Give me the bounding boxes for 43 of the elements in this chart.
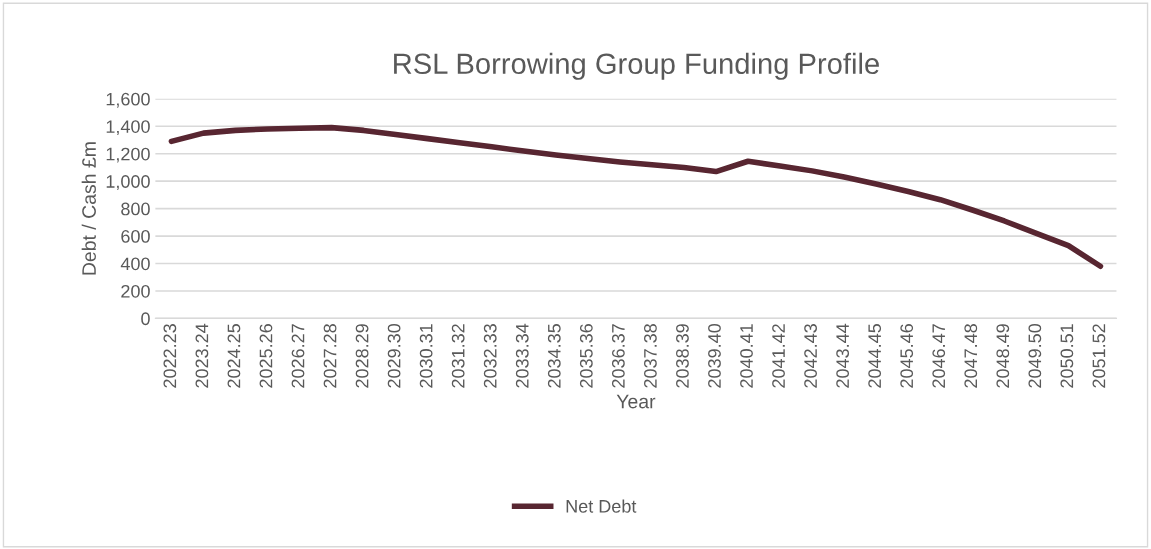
y-tick-label: 0: [141, 312, 150, 326]
x-tick-label: 2048.49: [996, 324, 1010, 388]
x-tick-label: 2050.51: [1060, 324, 1074, 388]
x-tick-label: 2047.48: [964, 324, 978, 388]
x-tick-label: 2033.34: [515, 323, 529, 388]
x-tick-label: 2042.43: [804, 324, 817, 388]
chart-title: RSL Borrowing Group Funding Profile: [394, 52, 879, 80]
x-tick-label: 2027.28: [323, 324, 337, 388]
x-tick-label: 2038.39: [676, 324, 689, 388]
x-tick-label: 2041.42: [772, 324, 785, 388]
y-tick-label: 1,400: [106, 120, 150, 136]
y-tick-label: 1,200: [106, 147, 150, 163]
x-tick-label: 2051.52: [1092, 324, 1106, 388]
x-tick-label: 2028.29: [355, 324, 369, 388]
y-tick-label: 800: [121, 202, 150, 216]
x-tick-label: 2034.35: [547, 324, 561, 388]
x-tick-label: 2025.26: [259, 324, 273, 388]
x-tick-label: 2026.27: [291, 324, 305, 388]
y-axis-title: Debt / Cash £m: [81, 142, 96, 275]
y-tick-label: 1,600: [106, 92, 150, 108]
x-tick-label: 2040.41: [740, 324, 753, 388]
y-tick-label: 600: [121, 230, 150, 243]
x-tick-label: 2039.40: [708, 323, 721, 388]
x-tick-label: 2022.23: [163, 324, 177, 388]
x-tick-label: 2032.33: [483, 324, 497, 388]
x-tick-label: 2031.32: [451, 324, 465, 388]
x-tick-label: 2024.25: [227, 324, 241, 388]
x-tick-label: 2037.38: [644, 324, 657, 388]
x-tick-label: 2046.47: [932, 324, 946, 388]
x-axis-title: Year: [616, 394, 656, 409]
x-tick-label: 2030.31: [419, 324, 433, 388]
y-tick-label: 400: [120, 257, 150, 271]
y-tick-label: 200: [121, 284, 150, 298]
x-tick-label: 2029.30: [387, 323, 401, 388]
x-tick-label: 2023.24: [195, 323, 209, 388]
x-tick-label: 2044.45: [868, 324, 882, 388]
x-tick-label: 2043.44: [836, 323, 850, 388]
y-tick-label: 1,000: [106, 175, 150, 191]
x-tick-label: 2036.37: [611, 324, 625, 388]
legend-label: Net Debt: [566, 499, 637, 513]
x-tick-label: 2045.46: [900, 324, 914, 388]
x-tick-label: 2035.36: [579, 324, 593, 388]
x-tick-label: 2049.50: [1028, 323, 1042, 388]
